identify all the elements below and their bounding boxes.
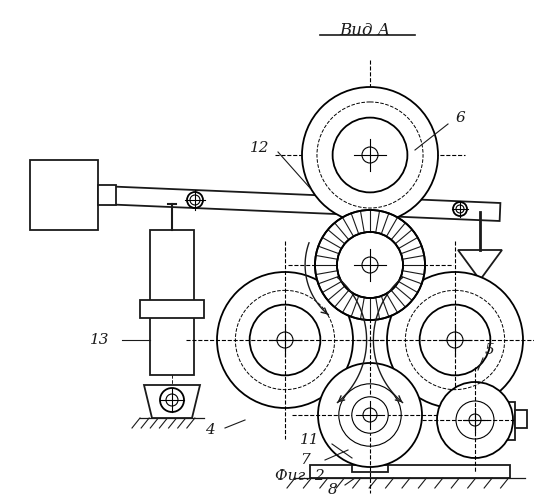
Circle shape bbox=[318, 363, 422, 467]
Circle shape bbox=[456, 401, 494, 439]
Text: 4: 4 bbox=[205, 423, 215, 437]
Polygon shape bbox=[458, 280, 502, 310]
Text: 7: 7 bbox=[300, 453, 310, 467]
Circle shape bbox=[315, 210, 425, 320]
Circle shape bbox=[217, 272, 353, 408]
Circle shape bbox=[339, 384, 401, 446]
Text: 8: 8 bbox=[328, 483, 338, 497]
Polygon shape bbox=[98, 185, 116, 205]
Circle shape bbox=[249, 304, 320, 376]
Polygon shape bbox=[458, 250, 502, 280]
Circle shape bbox=[387, 272, 523, 408]
Circle shape bbox=[337, 232, 403, 298]
Polygon shape bbox=[455, 402, 515, 440]
Polygon shape bbox=[450, 310, 510, 320]
Text: Фиг. 2: Фиг. 2 bbox=[275, 469, 325, 483]
Text: 12: 12 bbox=[250, 141, 270, 155]
Circle shape bbox=[333, 118, 407, 192]
Polygon shape bbox=[150, 230, 194, 375]
Text: 5: 5 bbox=[485, 343, 495, 357]
Circle shape bbox=[437, 382, 513, 458]
Polygon shape bbox=[352, 465, 388, 472]
Text: 13: 13 bbox=[90, 333, 110, 347]
Circle shape bbox=[302, 87, 438, 223]
Circle shape bbox=[352, 397, 388, 433]
Text: 11: 11 bbox=[300, 433, 320, 447]
Polygon shape bbox=[144, 385, 200, 418]
Polygon shape bbox=[100, 186, 500, 221]
Circle shape bbox=[420, 304, 490, 376]
Polygon shape bbox=[140, 300, 204, 318]
Polygon shape bbox=[30, 160, 98, 230]
Text: Вид А: Вид А bbox=[339, 22, 391, 39]
Polygon shape bbox=[310, 465, 510, 478]
Polygon shape bbox=[515, 410, 527, 428]
Text: 6: 6 bbox=[455, 111, 465, 125]
